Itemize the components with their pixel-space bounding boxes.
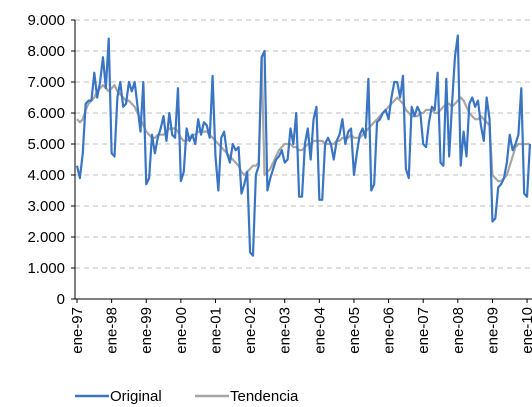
x-tick-label: ene-01 bbox=[207, 307, 224, 354]
y-tick-label: 0 bbox=[57, 291, 65, 308]
y-tick-label: 1.000 bbox=[27, 260, 65, 277]
legend-label: Original bbox=[110, 388, 162, 405]
legend-label: Tendencia bbox=[230, 388, 299, 405]
x-tick-label: ene-09 bbox=[484, 307, 501, 354]
x-tick-label: ene-98 bbox=[104, 307, 121, 354]
y-tick-label: 5.000 bbox=[27, 136, 65, 153]
x-tick-label: ene-00 bbox=[173, 307, 190, 354]
y-tick-label: 6.000 bbox=[27, 105, 65, 122]
x-tick-label: ene-10 bbox=[519, 307, 532, 354]
y-tick-label: 9.000 bbox=[27, 12, 65, 29]
x-tick-label: ene-99 bbox=[138, 307, 155, 354]
x-tick-label: ene-07 bbox=[415, 307, 432, 354]
series-line bbox=[75, 34, 532, 257]
y-tick-label: 7.000 bbox=[27, 74, 65, 91]
x-tick-label: ene-03 bbox=[277, 307, 294, 354]
x-tick-label: ene-05 bbox=[346, 307, 363, 354]
x-tick-label: ene-08 bbox=[450, 307, 467, 354]
x-tick-label: ene-04 bbox=[311, 307, 328, 354]
y-tick-label: 3.000 bbox=[27, 198, 65, 215]
x-tick-label: ene-06 bbox=[381, 307, 398, 354]
y-tick-label: 2.000 bbox=[27, 229, 65, 246]
x-tick-label: ene-97 bbox=[69, 307, 86, 354]
y-tick-label: 8.000 bbox=[27, 43, 65, 60]
y-tick-label: 4.000 bbox=[27, 167, 65, 184]
x-tick-label: ene-02 bbox=[242, 307, 259, 354]
